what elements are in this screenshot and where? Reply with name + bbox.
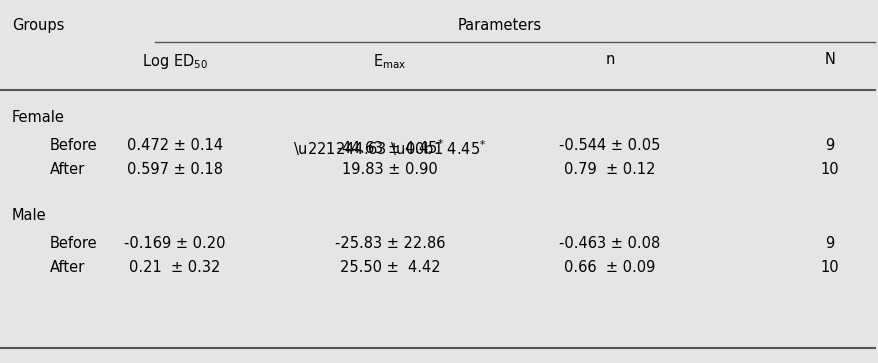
Text: Before: Before bbox=[50, 138, 97, 153]
Text: -0.463 ± 0.08: -0.463 ± 0.08 bbox=[558, 236, 660, 251]
Text: After: After bbox=[50, 162, 85, 177]
Text: 0.66  ± 0.09: 0.66 ± 0.09 bbox=[564, 260, 655, 275]
Text: 0.21  ± 0.32: 0.21 ± 0.32 bbox=[129, 260, 220, 275]
Text: n: n bbox=[605, 52, 614, 67]
Text: 10: 10 bbox=[820, 162, 838, 177]
Text: -0.544 ± 0.05: -0.544 ± 0.05 bbox=[558, 138, 660, 153]
Text: Male: Male bbox=[12, 208, 47, 223]
Text: 0.597 ± 0.18: 0.597 ± 0.18 bbox=[126, 162, 223, 177]
Text: Parameters: Parameters bbox=[457, 18, 542, 33]
Text: 9: 9 bbox=[824, 236, 834, 251]
Text: 25.50 ±  4.42: 25.50 ± 4.42 bbox=[339, 260, 440, 275]
Text: 9: 9 bbox=[824, 138, 834, 153]
Text: Groups: Groups bbox=[12, 18, 64, 33]
Text: After: After bbox=[50, 260, 85, 275]
Text: -44.63 ± 4.45$^{*}$: -44.63 ± 4.45$^{*}$ bbox=[335, 138, 443, 157]
Text: N: N bbox=[824, 52, 834, 67]
Text: Before: Before bbox=[50, 236, 97, 251]
Text: \u221244.63 \u00b1 4.45$^{*}$: \u221244.63 \u00b1 4.45$^{*}$ bbox=[293, 138, 486, 158]
Text: Female: Female bbox=[12, 110, 65, 125]
Text: Log ED$_{50}$: Log ED$_{50}$ bbox=[142, 52, 208, 71]
Text: E$_{\mathrm{max}}$: E$_{\mathrm{max}}$ bbox=[373, 52, 407, 71]
Text: -25.83 ± 22.86: -25.83 ± 22.86 bbox=[335, 236, 445, 251]
Text: 0.472 ± 0.14: 0.472 ± 0.14 bbox=[126, 138, 223, 153]
Text: 10: 10 bbox=[820, 260, 838, 275]
Text: -0.169 ± 0.20: -0.169 ± 0.20 bbox=[124, 236, 226, 251]
Text: 0.79  ± 0.12: 0.79 ± 0.12 bbox=[564, 162, 655, 177]
Text: 19.83 ± 0.90: 19.83 ± 0.90 bbox=[342, 162, 437, 177]
